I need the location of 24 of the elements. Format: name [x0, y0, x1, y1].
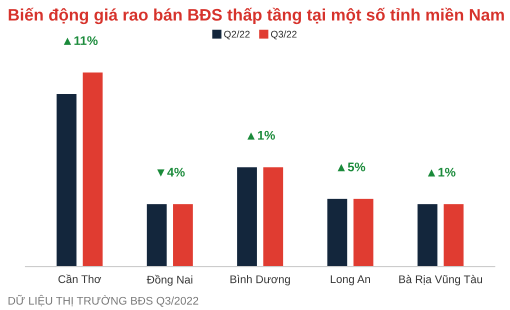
- annotation: ▲1%: [428, 168, 456, 177]
- bar: [353, 198, 374, 267]
- annotation: ▲1%: [247, 130, 275, 140]
- legend-label: Q2/22: [224, 30, 250, 40]
- bar: [82, 72, 103, 267]
- bar: [418, 204, 438, 267]
- x-tick-label: Cần Thơ: [58, 274, 102, 284]
- x-tick-label: Bình Dương: [230, 274, 290, 286]
- x-tick-label: Bà Rịa Vũng Tàu: [399, 274, 482, 286]
- bar: [263, 167, 284, 267]
- bar: [146, 204, 167, 267]
- legend-label: Q3/22: [271, 30, 297, 40]
- bar: [444, 204, 464, 267]
- bar: [237, 167, 257, 267]
- bar: [56, 94, 76, 267]
- bar: [327, 198, 348, 267]
- bar: [173, 204, 193, 267]
- chart-title: Biến động giá rao bán BĐS thấp tầng tại một số tỉnh miền Nam: [8, 8, 504, 24]
- annotation: ▲11%: [64, 36, 98, 46]
- x-tick-label: Đồng Nai: [146, 274, 192, 286]
- annotation: ▲5%: [338, 162, 366, 172]
- text: DỮ LIỆU THỊ TRƯỜNG BĐS Q3/2022: [8, 294, 198, 307]
- x-tick-label: Long An: [330, 275, 370, 286]
- annotation: ▼4%: [157, 168, 185, 177]
